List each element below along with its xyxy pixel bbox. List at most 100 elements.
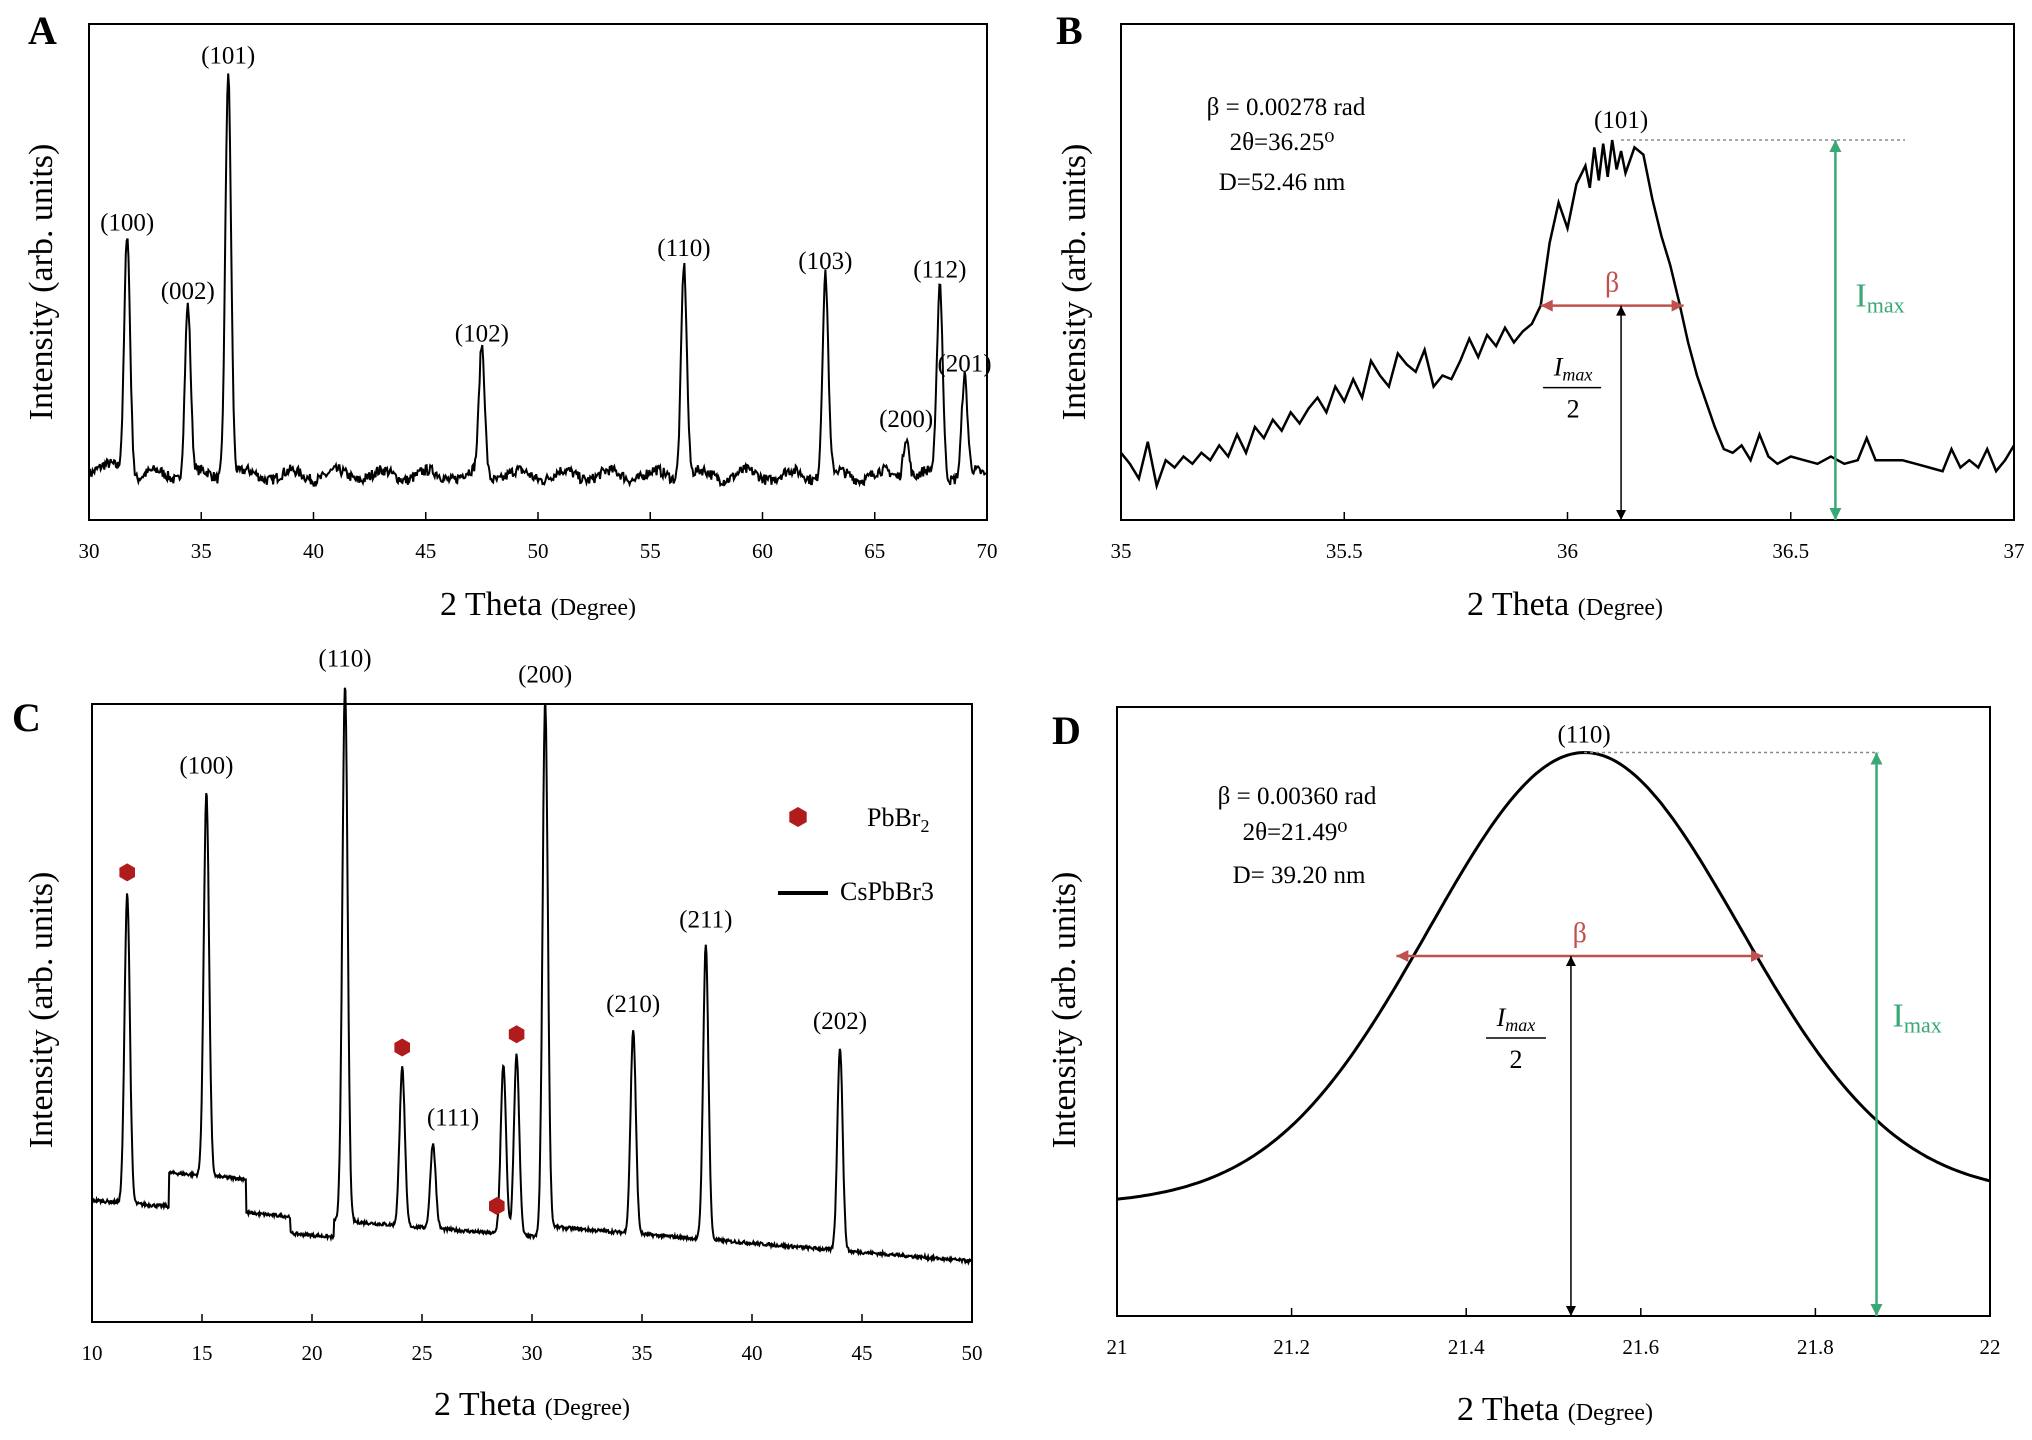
panel-b: B 35 35.5 36 36.5 37 (101) β Imax 2 Imax β = 0.0… <box>1056 8 2025 623</box>
beta-arrow-head-left <box>1396 949 1409 962</box>
panel-c-x-tick-label: 20 <box>302 1341 323 1365</box>
panel-d-x-ticks: 21 21.2 21.4 21.6 21.8 22 <box>1107 1308 2001 1359</box>
panel-b-two-theta-value: 2θ=36.25⁰ <box>1230 129 1335 156</box>
panel-c-peak-labels: (100) (110) (111) (200) (210) (211) (202) <box>179 645 867 1131</box>
panel-d-crystallite-size: D= 39.20 nm <box>1233 862 1366 889</box>
panel-d: D 21 21.2 21.4 21.6 21.8 22 (110) β Imax 2 Imax β… <box>1046 706 2001 1428</box>
panel-d-x-tick-label: 21.8 <box>1797 1335 1834 1359</box>
panel-b-x-tick-label: 35.5 <box>1326 539 1363 563</box>
panel-c-peak-label: (111) <box>427 1105 479 1132</box>
panel-c-peak-label: (100) <box>179 753 233 780</box>
beta-arrow-head-right <box>1751 949 1764 962</box>
panel-d-annotations: (110) β Imax 2 Imax <box>1396 722 1942 1316</box>
panel-b-x-tick-label: 37 <box>2004 539 2025 563</box>
panel-d-frame <box>1116 706 1991 1317</box>
panel-a-x-tick-label: 50 <box>528 539 549 563</box>
panel-d-x-tick-label: 21.6 <box>1622 1335 1659 1359</box>
panel-c-x-tick-label: 25 <box>412 1341 433 1365</box>
panel-b-xlabel: 2 Theta (Degree) <box>1467 586 1663 623</box>
legend-pbbr2-label: PbBr2 <box>867 803 929 836</box>
panel-b-annotations: (101) β Imax 2 Imax <box>1540 107 1906 520</box>
panel-a-ylabel: Intensity (arb. units) <box>23 144 60 421</box>
panel-d-x-tick-label: 21 <box>1107 1335 1128 1359</box>
panel-c-xlabel: 2 Theta (Degree) <box>434 1386 630 1423</box>
panel-a-x-tick-label: 40 <box>303 539 324 563</box>
beta-label: β <box>1605 268 1619 299</box>
panel-d-x-tick-label: 22 <box>1980 1335 2001 1359</box>
panel-c-ylabel: Intensity (arb. units) <box>23 872 60 1149</box>
legend-pbbr2-marker <box>789 807 807 827</box>
half-max-denominator: 2 <box>1567 395 1580 424</box>
panel-a-peak-label: (100) <box>100 209 154 236</box>
pbbr2-marker <box>394 1038 410 1057</box>
panel-c-x-tick-label: 40 <box>742 1341 763 1365</box>
beta-arrow-head-right <box>1671 299 1684 312</box>
panel-c-x-tick-label: 30 <box>522 1341 543 1365</box>
legend-cspbbr3-label: CsPbBr3 <box>840 877 934 906</box>
panel-c-peak-label: (211) <box>679 907 732 934</box>
panel-b-x-tick-label: 36.5 <box>1772 539 1809 563</box>
panel-a-peak-label: (112) <box>913 256 966 283</box>
panel-a-peak-label: (102) <box>455 321 509 348</box>
panel-a-x-tick-label: 35 <box>191 539 212 563</box>
panel-b-x-tick-label: 36 <box>1557 539 1578 563</box>
panel-letter-d: D <box>1052 708 1081 753</box>
panel-c-peak-label: (210) <box>606 991 660 1018</box>
panel-a-x-tick-label: 55 <box>640 539 661 563</box>
panel-a-peak-label: (103) <box>798 248 852 275</box>
panel-a-peak-labels: (100) (002) (101) (102) (110) (103) (200) (112)… <box>100 42 992 433</box>
panel-b-pattern-line <box>1120 139 2016 491</box>
half-max-arrow-head-top <box>1565 955 1576 966</box>
imax-arrow-head-bottom <box>1829 508 1842 520</box>
panel-a-xlabel: 2 Theta (Degree) <box>440 586 636 623</box>
pbbr2-marker <box>489 1197 505 1215</box>
panel-c: C 10 15 20 25 30 35 40 45 50 (100) (110) (111) (200… <box>12 645 983 1423</box>
panel-a-peak-label: (200) <box>879 406 933 433</box>
pbbr2-marker <box>508 1025 525 1044</box>
panel-d-two-theta-value: 2θ=21.49⁰ <box>1243 819 1348 846</box>
panel-a-x-tick-label: 65 <box>864 539 885 563</box>
panel-c-peak-label: (202) <box>813 1008 867 1035</box>
panel-c-x-ticks: 10 15 20 25 30 35 40 45 50 <box>82 1314 983 1365</box>
panel-d-xlabel: 2 Theta (Degree) <box>1457 1391 1653 1428</box>
beta-arrow-head-left <box>1540 299 1553 312</box>
panel-d-x-tick-label: 21.2 <box>1273 1335 1310 1359</box>
imax-label: Imax <box>1893 997 1942 1037</box>
panel-letter-a: A <box>28 8 57 53</box>
panel-b-beta-value: β = 0.00278 rad <box>1207 94 1366 121</box>
half-max-arrow-head-bottom <box>1616 510 1627 520</box>
panel-c-pbbr2-markers <box>119 863 525 1215</box>
panel-a-x-tick-label: 30 <box>79 539 100 563</box>
panel-c-x-tick-label: 45 <box>852 1341 873 1365</box>
panel-d-peak-line <box>1116 750 1991 1201</box>
panel-c-peak-label: (110) <box>318 645 371 672</box>
panel-c-x-tick-label: 50 <box>962 1341 983 1365</box>
panel-c-x-tick-label: 35 <box>632 1341 653 1365</box>
beta-label: β <box>1573 918 1587 949</box>
panel-a-peak-label: (110) <box>657 235 710 262</box>
panel-b-crystallite-size: D=52.46 nm <box>1219 169 1346 196</box>
panel-d-beta-value: β = 0.00360 rad <box>1218 783 1377 810</box>
panel-a-peak-label: (201) <box>937 351 991 378</box>
half-max-numerator: Imax <box>1496 1003 1536 1035</box>
panel-d-ylabel: Intensity (arb. units) <box>1046 872 1083 1149</box>
imax-arrow-head-bottom <box>1870 1304 1883 1316</box>
panel-letter-c: C <box>12 695 41 740</box>
panel-d-peak-label: (110) <box>1557 722 1610 749</box>
panel-c-legend: PbBr2 CsPbBr3 <box>778 803 934 906</box>
panel-b-peak-label: (101) <box>1594 107 1648 134</box>
panel-b-ylabel: Intensity (arb. units) <box>1056 144 1093 421</box>
imax-arrow-head-top <box>1870 752 1883 765</box>
panel-c-x-tick-label: 15 <box>192 1341 213 1365</box>
imax-label: Imax <box>1855 278 1904 318</box>
panel-b-x-ticks: 35 35.5 36 36.5 37 <box>1111 512 2025 563</box>
half-max-numerator: Imax <box>1553 353 1593 385</box>
panel-a-peak-label: (002) <box>161 278 215 305</box>
panel-b-x-tick-label: 35 <box>1111 539 1132 563</box>
panel-a-x-tick-label: 70 <box>977 539 998 563</box>
panel-a-x-tick-label: 60 <box>752 539 773 563</box>
pbbr2-marker <box>119 863 135 882</box>
panel-d-x-tick-label: 21.4 <box>1448 1335 1485 1359</box>
panel-a-x-ticks: 30 35 40 45 50 55 60 65 70 <box>79 512 998 563</box>
panel-c-x-tick-label: 10 <box>82 1341 103 1365</box>
